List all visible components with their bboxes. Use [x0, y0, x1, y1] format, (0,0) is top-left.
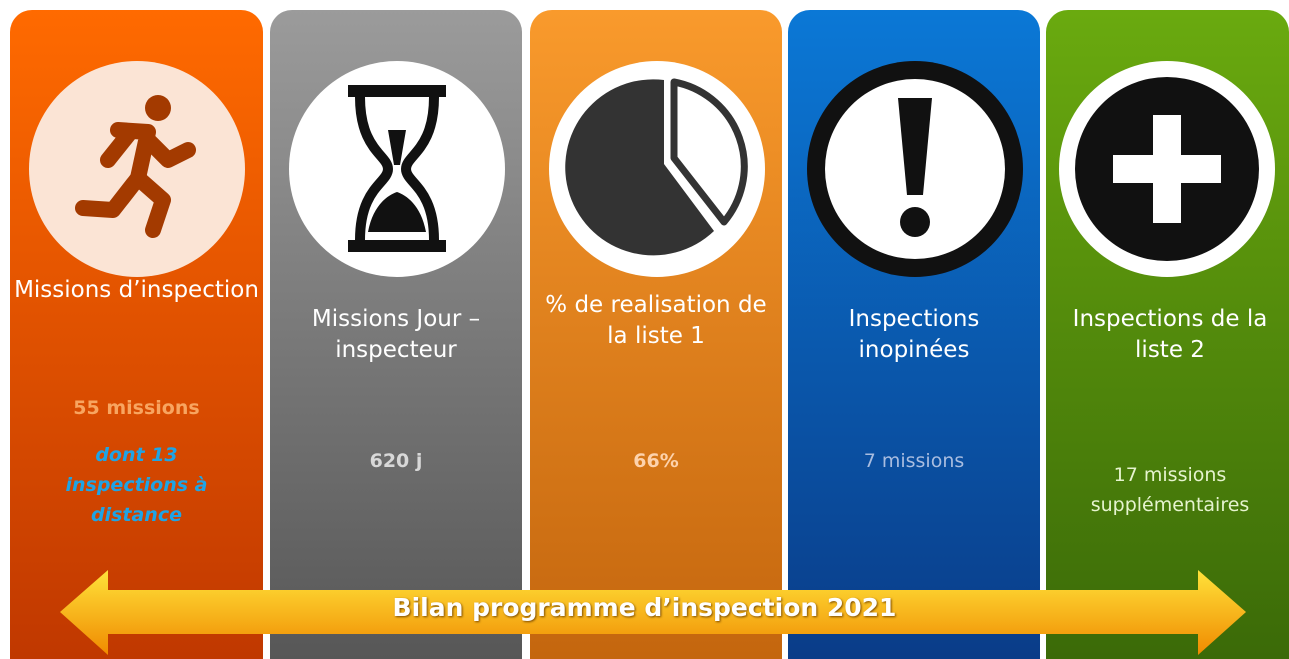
panel-title: Inspections de la liste 2: [1072, 306, 1268, 363]
icon-plus: [1059, 61, 1275, 277]
panel-detail: dont 13 inspections à distance: [65, 444, 208, 526]
panel-stat: 55 missions: [73, 397, 200, 419]
banner-text: Bilan programme d’inspection 2021: [392, 593, 897, 622]
panel: Missions Jour – inspecteur 620 j: [270, 10, 522, 659]
panel-stat: 66%: [633, 450, 679, 472]
panel-title: Missions Jour – inspecteur: [311, 306, 481, 363]
icon-hourglass: [289, 61, 505, 277]
panel-title: Inspections inopinées: [848, 306, 980, 363]
icon-pie: [549, 61, 765, 277]
panel-title: % de realisation de la liste 1: [545, 292, 767, 349]
icon-runner: [29, 61, 245, 277]
panel: Inspections de la liste 2 17 missions su…: [1046, 10, 1289, 659]
icon-exclamation: [807, 61, 1023, 277]
panel: % de realisation de la liste 1 66%: [530, 10, 782, 659]
panel-stat: 7 missions: [863, 450, 965, 472]
panel-title: Missions d’inspection: [14, 277, 259, 303]
panel-stat: 17 missions supplémentaires: [1090, 464, 1250, 516]
panel-stat: 620 j: [369, 450, 423, 472]
panel: Inspections inopinées 7 missions: [788, 10, 1040, 659]
panel: Missions d’inspection 55 missions dont 1…: [10, 10, 263, 659]
